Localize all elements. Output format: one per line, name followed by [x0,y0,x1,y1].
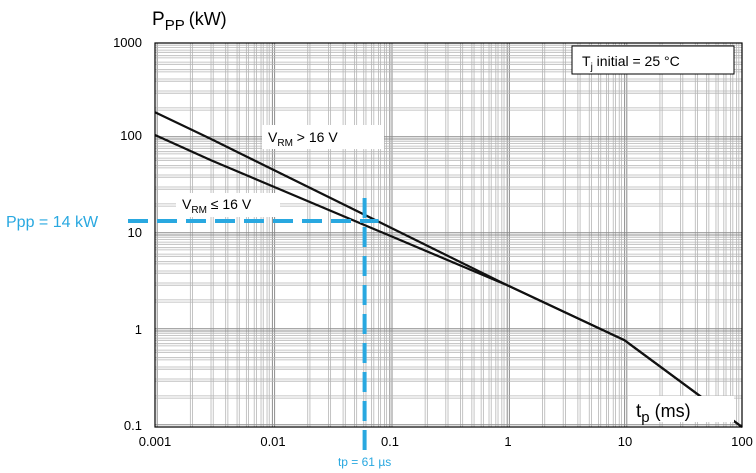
y-tick-labels: 0.1 1 10 100 1000 [113,35,142,433]
x-tick-label: 0.001 [139,434,172,449]
y-tick-label: 1 [135,322,142,337]
tj-legend-text: Tj initial = 25 °C [582,53,680,73]
tp-annotation: tp = 61 µs [338,455,391,469]
series-lines [154,111,743,428]
grid [154,43,742,428]
series-label-vrm-gt-16: VRM > 16 V [268,129,338,149]
ppp-annotation: Ppp = 14 kW [6,214,99,231]
x-tick-label: 10 [618,434,632,449]
x-axis-label: tp (ms) [636,401,691,426]
series-label-vrm-le-16: VRM ≤ 16 V [182,196,252,216]
y-tick-label: 10 [128,225,142,240]
series-line-1 [154,133,743,428]
plot-frame [154,42,743,428]
x-axis-label-box: tp (ms) [628,396,734,426]
x-tick-labels: 0.001 0.01 0.1 1 10 100 [139,434,753,449]
x-tick-label: 0.01 [260,434,285,449]
tj-legend-box: Tj initial = 25 °C [571,45,735,75]
y-axis-label: PPP (kW) [152,9,227,34]
x-tick-label: 0.1 [381,434,399,449]
y-tick-label: 100 [120,128,142,143]
x-tick-label: 1 [504,434,511,449]
x-tick-label: 100 [731,434,753,449]
y-tick-label: 1000 [113,35,142,50]
y-tick-label: 0.1 [124,418,142,433]
series-line-0 [154,111,743,428]
annotation-layer: Ppp = 14 kW tp = 61 µs [6,198,391,469]
series-label-gt16: VRM > 16 V [262,125,384,149]
series-label-le16: VRM ≤ 16 V [176,193,280,217]
